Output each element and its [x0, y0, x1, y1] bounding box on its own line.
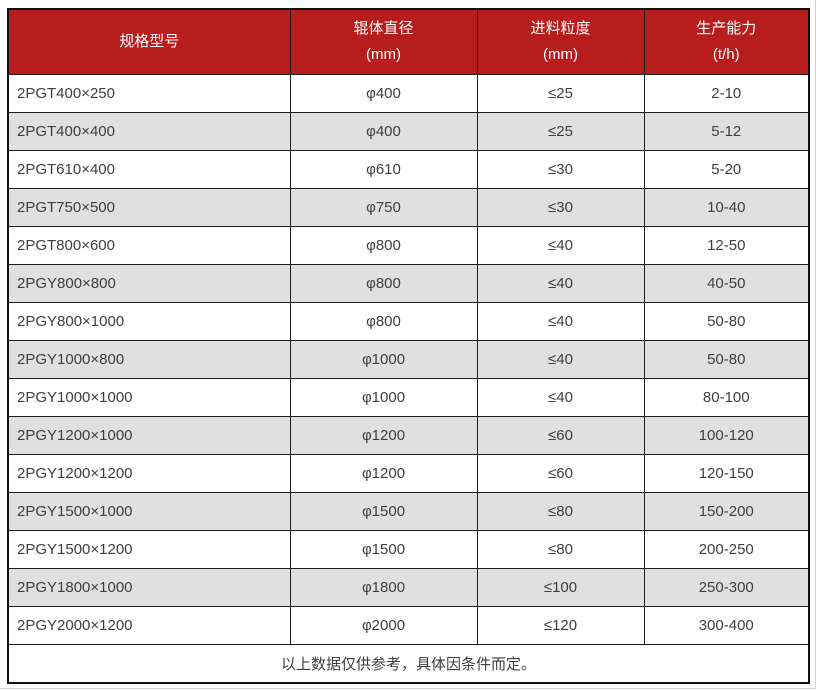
table-row: 2PGY1200×1200 φ1200 ≤60 120-150: [7, 454, 810, 493]
diameter-cell: φ2000: [289, 606, 478, 645]
model-cell: 2PGT400×250: [7, 74, 291, 113]
table-row: 2PGT610×400 φ610 ≤30 5-20: [7, 150, 810, 189]
table-row: 2PGY1500×1200 φ1500 ≤80 200-250: [7, 530, 810, 569]
diameter-cell: φ800: [289, 226, 478, 265]
header-title: 进料粒度: [530, 20, 591, 37]
capacity-cell: 5-12: [643, 112, 810, 151]
table-row: 2PGT400×250 φ400 ≤25 2-10: [7, 74, 810, 113]
capacity-cell: 100-120: [643, 416, 810, 455]
feed-size-cell: ≤25: [476, 74, 645, 113]
diameter-cell: φ800: [289, 264, 478, 303]
diameter-cell: φ1000: [289, 378, 478, 417]
model-cell: 2PGY1500×1000: [7, 492, 291, 531]
header-title: 辊体直径: [353, 20, 414, 37]
header-unit: (t/h): [712, 46, 740, 63]
footer-row: 以上数据仅供参考，具体因条件而定。: [7, 644, 810, 684]
capacity-cell: 300-400: [643, 606, 810, 645]
capacity-cell: 50-80: [643, 302, 810, 341]
header-title: 生产能力: [696, 20, 757, 37]
feed-size-cell: ≤80: [476, 492, 645, 531]
model-cell: 2PGT400×400: [7, 112, 291, 151]
capacity-cell: 12-50: [643, 226, 810, 265]
table-footer: 以上数据仅供参考，具体因条件而定。: [7, 644, 810, 684]
feed-size-cell: ≤25: [476, 112, 645, 151]
table-header: 规格型号 辊体直径 (mm) 进料粒度 (mm) 生产能力 (t/h): [7, 8, 810, 75]
diameter-cell: φ1000: [289, 340, 478, 379]
capacity-cell: 10-40: [643, 188, 810, 227]
feed-size-cell: ≤40: [476, 226, 645, 265]
table-row: 2PGY800×800 φ800 ≤40 40-50: [7, 264, 810, 303]
table-row: 2PGY800×1000 φ800 ≤40 50-80: [7, 302, 810, 341]
feed-size-cell: ≤40: [476, 378, 645, 417]
diameter-cell: φ610: [289, 150, 478, 189]
model-cell: 2PGT750×500: [7, 188, 291, 227]
model-cell: 2PGY800×1000: [7, 302, 291, 341]
table-row: 2PGY1500×1000 φ1500 ≤80 150-200: [7, 492, 810, 531]
diameter-cell: φ400: [289, 74, 478, 113]
capacity-cell: 200-250: [643, 530, 810, 569]
diameter-cell: φ1200: [289, 454, 478, 493]
capacity-cell: 2-10: [643, 74, 810, 113]
feed-size-cell: ≤40: [476, 264, 645, 303]
header-unit: (mm): [366, 46, 401, 63]
diameter-cell: φ800: [289, 302, 478, 341]
capacity-cell: 150-200: [643, 492, 810, 531]
feed-size-cell: ≤60: [476, 416, 645, 455]
feed-size-cell: ≤80: [476, 530, 645, 569]
feed-size-cell: ≤60: [476, 454, 645, 493]
table-row: 2PGY1000×800 φ1000 ≤40 50-80: [7, 340, 810, 379]
model-cell: 2PGT610×400: [7, 150, 291, 189]
table-row: 2PGT800×600 φ800 ≤40 12-50: [7, 226, 810, 265]
model-cell: 2PGY1500×1200: [7, 530, 291, 569]
footer-note: 以上数据仅供参考，具体因条件而定。: [7, 644, 810, 684]
header-unit: (mm): [543, 46, 578, 63]
model-cell: 2PGY1800×1000: [7, 568, 291, 607]
model-cell: 2PGY1200×1000: [7, 416, 291, 455]
column-header-capacity: 生产能力 (t/h): [643, 8, 810, 75]
capacity-cell: 5-20: [643, 150, 810, 189]
capacity-cell: 80-100: [643, 378, 810, 417]
table-row: 2PGT400×400 φ400 ≤25 5-12: [7, 112, 810, 151]
capacity-cell: 40-50: [643, 264, 810, 303]
model-cell: 2PGY2000×1200: [7, 606, 291, 645]
column-header-feed-size: 进料粒度 (mm): [476, 8, 645, 75]
diameter-cell: φ400: [289, 112, 478, 151]
table-row: 2PGY2000×1200 φ2000 ≤120 300-400: [7, 606, 810, 645]
model-cell: 2PGY1000×1000: [7, 378, 291, 417]
column-header-model: 规格型号: [7, 8, 291, 75]
column-header-roller-diameter: 辊体直径 (mm): [289, 8, 478, 75]
diameter-cell: φ1500: [289, 492, 478, 531]
table-body: 2PGT400×250 φ400 ≤25 2-10 2PGT400×400 φ400 ≤25…: [7, 74, 810, 645]
model-cell: 2PGY1200×1200: [7, 454, 291, 493]
header-row: 规格型号 辊体直径 (mm) 进料粒度 (mm) 生产能力 (t/h): [7, 8, 810, 75]
diameter-cell: φ1200: [289, 416, 478, 455]
feed-size-cell: ≤40: [476, 302, 645, 341]
diameter-cell: φ750: [289, 188, 478, 227]
feed-size-cell: ≤40: [476, 340, 645, 379]
capacity-cell: 120-150: [643, 454, 810, 493]
table-row: 2PGY1800×1000 φ1800 ≤100 250-300: [7, 568, 810, 607]
diameter-cell: φ1800: [289, 568, 478, 607]
diameter-cell: φ1500: [289, 530, 478, 569]
table-row: 2PGY1200×1000 φ1200 ≤60 100-120: [7, 416, 810, 455]
feed-size-cell: ≤30: [476, 150, 645, 189]
spec-table: 规格型号 辊体直径 (mm) 进料粒度 (mm) 生产能力 (t/h) 2PGT400×25…: [7, 8, 810, 684]
model-cell: 2PGY1000×800: [7, 340, 291, 379]
feed-size-cell: ≤120: [476, 606, 645, 645]
model-cell: 2PGT800×600: [7, 226, 291, 265]
feed-size-cell: ≤30: [476, 188, 645, 227]
header-title: 规格型号: [119, 33, 180, 50]
table-row: 2PGY1000×1000 φ1000 ≤40 80-100: [7, 378, 810, 417]
capacity-cell: 250-300: [643, 568, 810, 607]
capacity-cell: 50-80: [643, 340, 810, 379]
feed-size-cell: ≤100: [476, 568, 645, 607]
model-cell: 2PGY800×800: [7, 264, 291, 303]
table-row: 2PGT750×500 φ750 ≤30 10-40: [7, 188, 810, 227]
